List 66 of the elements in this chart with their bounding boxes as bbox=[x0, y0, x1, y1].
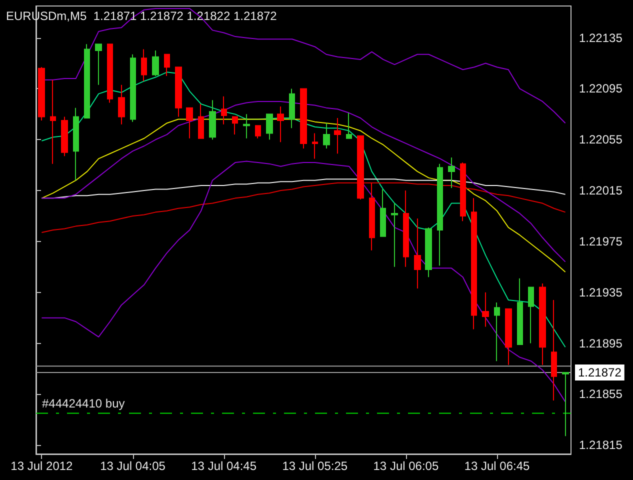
x-tick-label: 13 Jul 04:45 bbox=[191, 459, 257, 473]
x-tick-label: 13 Jul 06:05 bbox=[373, 459, 439, 473]
line-series bbox=[41, 118, 566, 272]
candlestick bbox=[255, 125, 261, 139]
candlestick bbox=[403, 190, 409, 268]
line-series bbox=[41, 100, 566, 262]
candlestick bbox=[118, 84, 125, 125]
candlestick bbox=[551, 300, 557, 402]
y-tick-label: 1.21975 bbox=[579, 234, 623, 248]
candlestick bbox=[84, 44, 90, 118]
y-tick-label: 1.21815 bbox=[579, 438, 623, 452]
candlestick bbox=[562, 372, 569, 437]
ref-line-label: #44424410 buy bbox=[42, 396, 125, 410]
candlestick bbox=[164, 54, 170, 76]
y-tick-label: 1.21855 bbox=[579, 387, 623, 402]
candlestick bbox=[369, 182, 375, 251]
x-tick-label: 13 Jul 05:25 bbox=[282, 459, 348, 473]
candlestick bbox=[380, 188, 386, 237]
candlestick bbox=[73, 107, 79, 181]
candlestick bbox=[152, 50, 159, 76]
y-tick-label: 1.22135 bbox=[579, 30, 623, 45]
candlestick bbox=[95, 44, 102, 86]
candlestick bbox=[266, 114, 273, 140]
candlestick bbox=[50, 79, 56, 164]
candlestick bbox=[448, 156, 455, 188]
x-tick-label: 13 Jul 2012 bbox=[10, 459, 74, 473]
y-tick-label: 1.21895 bbox=[579, 336, 623, 350]
candlestick bbox=[130, 54, 136, 122]
candlestick bbox=[221, 96, 227, 125]
candlestick bbox=[494, 302, 500, 362]
candlestick bbox=[186, 107, 193, 139]
candlestick bbox=[528, 286, 534, 344]
candlestick bbox=[414, 218, 421, 290]
candlestick bbox=[539, 282, 546, 366]
line-series bbox=[41, 182, 566, 234]
candlestick bbox=[243, 114, 250, 139]
candlestick bbox=[517, 278, 523, 346]
candlestick bbox=[391, 202, 398, 268]
y-tick-label: 1.22095 bbox=[579, 82, 623, 96]
candlestick bbox=[289, 88, 295, 129]
candlestick bbox=[300, 88, 307, 150]
candlestick bbox=[437, 163, 443, 266]
candlestick bbox=[425, 226, 432, 278]
candlestick bbox=[277, 106, 284, 143]
ref-line-label: 1.21872 bbox=[578, 366, 622, 380]
candlestick bbox=[482, 292, 489, 328]
candlestick bbox=[312, 132, 318, 160]
candlestick bbox=[323, 122, 330, 150]
y-tick-label: 1.21935 bbox=[579, 285, 623, 300]
y-tick-label: 1.22055 bbox=[579, 132, 623, 147]
candlestick bbox=[141, 48, 147, 82]
candlestick bbox=[107, 44, 113, 104]
candlestick bbox=[460, 162, 466, 222]
candlestick bbox=[175, 66, 182, 118]
x-tick-label: 13 Jul 04:05 bbox=[100, 459, 166, 473]
candlestick bbox=[505, 308, 512, 366]
x-tick-label: 13 Jul 06:45 bbox=[464, 459, 530, 473]
candlestick bbox=[357, 135, 364, 200]
candlestick bbox=[209, 100, 216, 140]
candlestick bbox=[471, 198, 477, 330]
candlestick bbox=[61, 116, 68, 157]
candlestick bbox=[334, 118, 341, 154]
candlestick bbox=[198, 104, 204, 139]
y-tick-label: 1.22015 bbox=[579, 184, 623, 198]
candlestick bbox=[346, 112, 352, 139]
candlestick bbox=[232, 116, 238, 136]
